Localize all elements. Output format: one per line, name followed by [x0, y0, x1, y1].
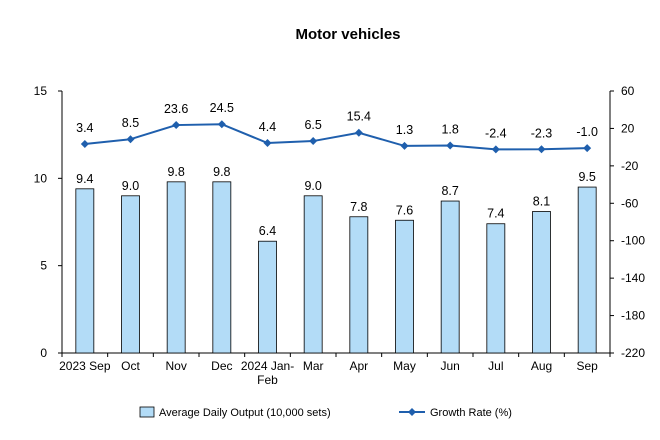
- growth-point-marker: [309, 137, 318, 146]
- bar-data-label: 8.1: [533, 195, 550, 209]
- legend: Average Daily Output (10,000 sets) Growth…: [139, 406, 512, 419]
- x-axis-category-label: Jul: [488, 359, 503, 373]
- bar: [395, 219, 414, 354]
- right-axis-tick-label: -100: [621, 234, 645, 248]
- bar-data-label: 9.4: [76, 172, 93, 186]
- legend-bar-swatch: [139, 406, 155, 418]
- legend-line-label: Growth Rate (%): [430, 407, 512, 419]
- x-axis-category-label: Nov: [165, 359, 186, 373]
- growth-data-label: -2.4: [485, 126, 507, 140]
- growth-point-marker: [354, 128, 363, 137]
- growth-line-series: [80, 120, 592, 154]
- growth-data-label: 3.4: [76, 121, 93, 135]
- growth-point-marker: [400, 141, 409, 150]
- left-axis-tick-label: 15: [34, 84, 48, 98]
- growth-data-label: 4.4: [259, 120, 276, 134]
- right-axis-tick-label: -60: [621, 196, 639, 210]
- growth-data-label: 15.4: [347, 110, 371, 124]
- x-axis-category-label: Jun: [440, 359, 459, 373]
- bar-data-label: 9.8: [213, 165, 230, 179]
- bar-data-labels: 9.4 9.0 9.8 9.8 6.4 9.0 7.8 7.6 8.7 7.4 8.1 9.5: [76, 165, 596, 238]
- growth-point-marker: [80, 139, 89, 148]
- bar-data-label: 8.7: [441, 184, 458, 198]
- growth-point-marker: [126, 135, 135, 144]
- axes: 0 5 10 15 60 20 -20 -60 -100 -140 -180 -220 2023 Sep…: [34, 84, 646, 387]
- x-axis-category-label: Oct: [121, 359, 140, 373]
- growth-point-marker: [583, 144, 592, 153]
- legend-line-marker: [408, 408, 416, 416]
- growth-data-label: 24.5: [210, 101, 234, 115]
- bar-data-label: 9.8: [167, 165, 184, 179]
- right-axis-tick-label: 20: [621, 121, 635, 135]
- bar-data-label: 9.0: [304, 179, 321, 193]
- bar-data-label: 9.0: [122, 179, 139, 193]
- growth-point-marker: [537, 145, 546, 154]
- bar: [75, 188, 95, 354]
- bar: [349, 216, 369, 354]
- bar: [166, 181, 186, 354]
- bar-data-label: 7.6: [396, 203, 413, 217]
- growth-data-label: 23.6: [164, 102, 188, 116]
- x-axis-category-label: 2024 Jan-Feb: [241, 359, 294, 387]
- bar: [532, 211, 551, 354]
- growth-data-label: -2.3: [531, 126, 553, 140]
- growth-data-label: 8.5: [122, 116, 139, 130]
- left-axis-tick-label: 5: [40, 259, 47, 273]
- bar: [486, 223, 506, 354]
- right-axis-tick-label: -180: [621, 309, 645, 323]
- bar: [303, 195, 323, 354]
- growth-point-marker: [172, 121, 181, 130]
- left-axis-tick-label: 0: [40, 346, 47, 360]
- x-axis-category-label: Sep: [576, 359, 598, 373]
- x-axis-category-label: Dec: [211, 359, 232, 373]
- bar: [577, 186, 597, 354]
- line-data-labels: 3.4 8.5 23.6 24.5 4.4 6.5 15.4 1.3 1.8 -2.4 -2.3 -1…: [76, 101, 598, 140]
- growth-point-marker: [491, 145, 500, 154]
- right-axis-tick-label: -220: [621, 346, 645, 360]
- growth-data-label: 1.3: [396, 123, 413, 137]
- bar: [440, 200, 460, 354]
- right-axis-tick-label: -20: [621, 159, 639, 173]
- x-axis-category-label: May: [393, 359, 416, 373]
- bar-data-label: 6.4: [259, 224, 276, 238]
- chart-title: Motor vehicles: [295, 26, 400, 43]
- right-axis-tick-label: -140: [621, 271, 645, 285]
- x-axis-category-label: 2023 Sep: [59, 359, 111, 373]
- growth-point-marker: [217, 120, 226, 129]
- bar: [121, 195, 140, 354]
- growth-data-label: 6.5: [304, 118, 321, 132]
- growth-point-marker: [263, 139, 272, 148]
- growth-data-label: 1.8: [441, 122, 458, 136]
- bar-series: [75, 181, 597, 354]
- bar-data-label: 7.8: [350, 200, 367, 214]
- bar-data-label: 9.5: [578, 170, 595, 184]
- x-axis-category-label: Apr: [349, 359, 368, 373]
- legend-bar-label: Average Daily Output (10,000 sets): [159, 407, 331, 419]
- growth-point-marker: [446, 141, 455, 150]
- right-axis-tick-label: 60: [621, 84, 635, 98]
- x-axis-category-label: Mar: [303, 359, 324, 373]
- growth-line: [84, 123, 588, 151]
- left-axis-tick-label: 10: [34, 171, 48, 185]
- bar: [212, 181, 232, 354]
- growth-data-label: -1.0: [576, 125, 598, 139]
- x-axis-category-label: Aug: [531, 359, 552, 373]
- bar: [258, 240, 277, 354]
- bar-data-label: 7.4: [487, 207, 504, 221]
